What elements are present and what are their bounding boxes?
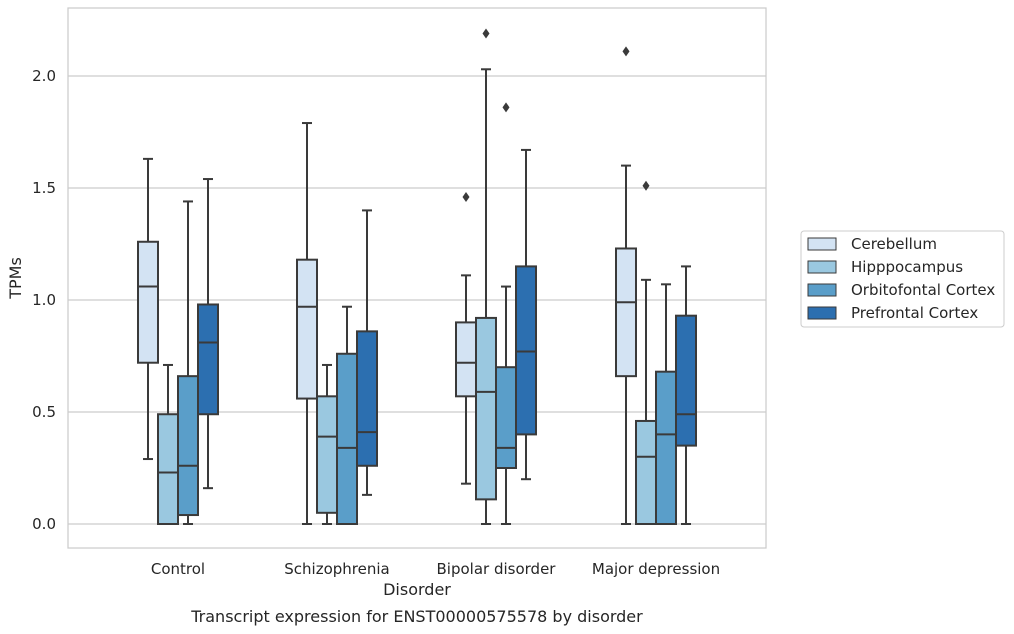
box [635, 419, 657, 525]
legend-swatch [807, 237, 837, 251]
series-hipppocampus [157, 28, 657, 525]
box [336, 352, 358, 526]
box-series [137, 28, 697, 526]
box [137, 240, 159, 364]
outlier-point [622, 46, 630, 57]
x-tick-label: Bipolar disorder [437, 560, 557, 578]
box [316, 395, 338, 514]
box [675, 314, 697, 447]
box [655, 370, 677, 525]
outlier-point [482, 28, 490, 39]
outlier-point [462, 191, 470, 202]
y-tick-label: 1.0 [32, 291, 56, 309]
box [455, 321, 477, 398]
legend-label: Orbitofontal Cortex [851, 281, 995, 299]
y-axis-label: TPMs [6, 257, 25, 300]
y-tick-label: 2.0 [32, 67, 56, 85]
x-axis-label: Disorder [383, 580, 451, 599]
outlier-point [642, 180, 650, 191]
x-tick-label: Control [151, 560, 205, 578]
x-tick-label: Major depression [592, 560, 720, 578]
legend-frame [800, 230, 1005, 328]
outlier-point [502, 102, 510, 113]
y-tick-label: 1.5 [32, 179, 56, 197]
x-tick-labels: Control Schizophrenia Bipolar disorder Majo… [151, 560, 720, 578]
series-cerebellum [137, 46, 637, 525]
box [475, 316, 497, 501]
chart-caption: Transcript expression for ENST0000057557… [190, 607, 643, 626]
box [296, 258, 318, 400]
y-tick-label: 0.0 [32, 515, 56, 533]
y-tick-labels: 0.0 0.5 1.0 1.5 2.0 [32, 67, 56, 533]
series-orbitofontal-cortex [177, 102, 677, 526]
legend-label: Prefrontal Cortex [851, 304, 978, 322]
legend-swatch [807, 283, 837, 297]
x-tick-label: Schizophrenia [284, 560, 389, 578]
box [157, 413, 179, 525]
box [495, 366, 517, 470]
series-prefrontal-cortex [197, 148, 697, 525]
plot-area-frame [67, 7, 767, 549]
legend-swatch [807, 306, 837, 320]
box [615, 247, 637, 378]
box [177, 375, 199, 517]
y-tick-label: 0.5 [32, 403, 56, 421]
legend: Cerebellum Hipppocampus Orbitofontal Corte… [800, 230, 1005, 328]
legend-label: Hipppocampus [851, 258, 963, 276]
box [197, 303, 219, 416]
box [356, 330, 378, 467]
legend-label: Cerebellum [851, 235, 937, 253]
legend-swatch [807, 260, 837, 274]
box [515, 265, 537, 436]
